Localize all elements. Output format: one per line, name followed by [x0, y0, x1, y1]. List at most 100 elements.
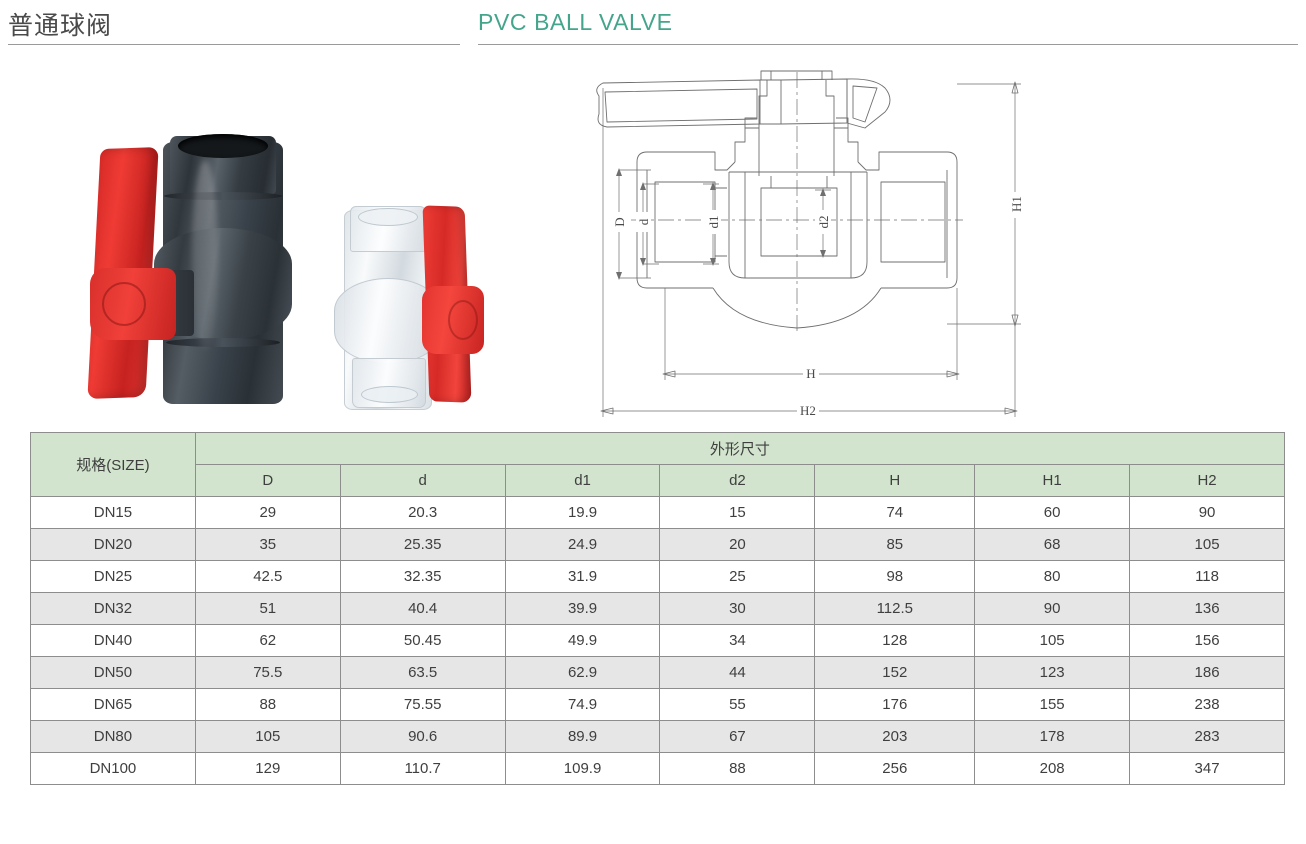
table-row: DN25 42.5 32.35 31.9 25 98 80 118 — [30, 560, 1285, 593]
product-photo-dark-valve — [87, 120, 318, 420]
table-header-row-columns: D d d1 d2 H H1 H2 — [31, 464, 1285, 497]
valve-ring-upper — [164, 192, 282, 200]
cell-d2: 44 — [659, 656, 816, 689]
table-body: DN15 29 20.3 19.9 15 74 60 90 DN20 35 25… — [30, 496, 1285, 785]
specification-table: 规格(SIZE) 外形尺寸 D d d1 d2 H H1 H2 DN15 29 … — [30, 432, 1286, 785]
technical-drawing: D d d1 d2 H1 H H2 — [585, 66, 1055, 434]
cell-size: DN65 — [30, 688, 196, 721]
cell-d2: 20 — [659, 528, 816, 561]
cell-H: 112.5 — [814, 592, 976, 625]
valve-handle-emboss — [102, 282, 146, 326]
cell-size: DN50 — [30, 656, 196, 689]
cell-d2: 88 — [659, 752, 816, 785]
cell-H1: 90 — [974, 592, 1131, 625]
dimension-label-d: d — [636, 218, 651, 225]
cell-H1: 208 — [974, 752, 1131, 785]
column-header-d: d — [339, 464, 506, 497]
cell-size: DN20 — [30, 528, 196, 561]
table-row: DN100 129 110.7 109.9 88 256 208 347 — [30, 752, 1285, 785]
cell-size: DN80 — [30, 720, 196, 753]
cell-H2: 186 — [1129, 656, 1285, 689]
cell-D: 51 — [194, 592, 341, 625]
cell-H: 74 — [814, 496, 976, 529]
cell-d: 20.3 — [339, 496, 506, 529]
dimension-label-H1: H1 — [1009, 196, 1024, 212]
cell-H: 256 — [814, 752, 976, 785]
dimension-label-d1: d1 — [706, 216, 721, 229]
page-title-en: PVC BALL VALVE — [478, 9, 673, 35]
cell-D: 29 — [194, 496, 341, 529]
cell-d1: 62.9 — [504, 656, 661, 689]
cell-size: DN100 — [30, 752, 196, 785]
cell-d: 25.35 — [339, 528, 506, 561]
cell-H1: 68 — [974, 528, 1131, 561]
cell-H1: 155 — [974, 688, 1131, 721]
column-header-D: D — [194, 464, 341, 497]
column-header-d1: d1 — [504, 464, 661, 497]
cell-H2: 347 — [1129, 752, 1285, 785]
cell-H2: 90 — [1129, 496, 1285, 529]
cell-H: 176 — [814, 688, 976, 721]
cell-H: 203 — [814, 720, 976, 753]
column-header-H: H — [814, 464, 976, 497]
cell-d: 75.55 — [339, 688, 506, 721]
cell-D: 129 — [194, 752, 341, 785]
cell-d: 110.7 — [339, 752, 506, 785]
cell-H2: 283 — [1129, 720, 1285, 753]
cell-d: 50.45 — [339, 624, 506, 657]
cell-D: 62 — [194, 624, 341, 657]
cell-size: DN15 — [30, 496, 196, 529]
table-row: DN15 29 20.3 19.9 15 74 60 90 — [30, 496, 1285, 529]
product-photo-clear-valve — [330, 200, 490, 420]
cell-H2: 156 — [1129, 624, 1285, 657]
cell-d2: 25 — [659, 560, 816, 593]
cell-D: 88 — [194, 688, 341, 721]
cell-d1: 89.9 — [504, 720, 661, 753]
cell-H2: 136 — [1129, 592, 1285, 625]
cell-size: DN40 — [30, 624, 196, 657]
valve-handle-emboss — [448, 300, 478, 340]
cell-d2: 34 — [659, 624, 816, 657]
table-row: DN65 88 75.55 74.9 55 176 155 238 — [30, 688, 1285, 721]
dimension-label-H: H — [806, 366, 815, 381]
cell-H1: 105 — [974, 624, 1131, 657]
cell-d2: 15 — [659, 496, 816, 529]
dimension-label-H2: H2 — [800, 403, 816, 418]
cell-H2: 118 — [1129, 560, 1285, 593]
cell-H: 98 — [814, 560, 976, 593]
table-header: 规格(SIZE) 外形尺寸 D d d1 d2 H H1 H2 — [30, 432, 1286, 497]
table-row: DN20 35 25.35 24.9 20 85 68 105 — [30, 528, 1285, 561]
cell-H2: 238 — [1129, 688, 1285, 721]
cell-D: 42.5 — [194, 560, 341, 593]
cell-d1: 19.9 — [504, 496, 661, 529]
cell-D: 105 — [194, 720, 341, 753]
cell-d1: 49.9 — [504, 624, 661, 657]
cell-d2: 67 — [659, 720, 816, 753]
column-header-size: 规格(SIZE) — [30, 432, 196, 497]
cell-H1: 80 — [974, 560, 1131, 593]
table-row: DN40 62 50.45 49.9 34 128 105 156 — [30, 624, 1285, 657]
title-rule-cn — [8, 44, 460, 45]
cell-d: 90.6 — [339, 720, 506, 753]
column-header-H1: H1 — [974, 464, 1131, 497]
cell-d2: 30 — [659, 592, 816, 625]
cell-d1: 24.9 — [504, 528, 661, 561]
cell-d1: 31.9 — [504, 560, 661, 593]
cell-d: 40.4 — [339, 592, 506, 625]
cell-d: 32.35 — [339, 560, 506, 593]
page-header: 普通球阀 PVC BALL VALVE — [0, 0, 1306, 52]
valve-ring-lower — [166, 338, 280, 347]
cell-d1: 74.9 — [504, 688, 661, 721]
cell-d2: 55 — [659, 688, 816, 721]
dimension-label-d2: d2 — [816, 216, 831, 229]
dimension-label-D: D — [612, 217, 627, 226]
cell-H2: 105 — [1129, 528, 1285, 561]
valve-bore-opening — [178, 134, 268, 158]
cell-D: 35 — [194, 528, 341, 561]
table-header-row-group: 规格(SIZE) 外形尺寸 — [30, 432, 1286, 497]
cell-D: 75.5 — [194, 656, 341, 689]
cell-d: 63.5 — [339, 656, 506, 689]
cell-H1: 123 — [974, 656, 1131, 689]
cell-d1: 109.9 — [504, 752, 661, 785]
valve-highlight — [192, 160, 218, 350]
